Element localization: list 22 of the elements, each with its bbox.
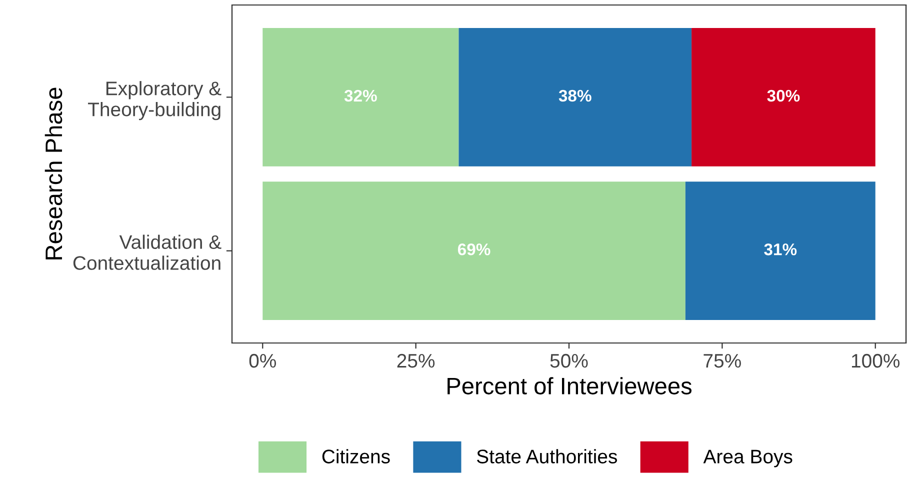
legend-label: Area Boys — [703, 450, 792, 468]
bar — [692, 28, 876, 166]
x-tick-label: 100% — [852, 354, 900, 368]
bar — [458, 28, 692, 166]
x-tick-label: 50% — [550, 354, 588, 368]
y-axis-title: Research Phase — [44, 88, 62, 260]
bar — [262, 182, 686, 320]
data-label: 32% — [344, 90, 377, 102]
y-tick-label: Exploratory & Theory-building — [88, 81, 222, 120]
legend-label: State Authorities — [476, 449, 617, 464]
data-label: 31% — [764, 243, 797, 256]
x-axis-title: Percent of Interviewees — [448, 377, 692, 394]
legend-label: Citizens — [322, 449, 390, 464]
x-tick-label: 75% — [704, 354, 741, 368]
data-label: 69% — [458, 243, 490, 256]
bar — [262, 28, 459, 166]
x-tick-label: 25% — [397, 354, 435, 368]
bar — [685, 182, 876, 320]
data-label: 38% — [558, 90, 592, 102]
data-label: 30% — [767, 90, 800, 102]
x-tick-label: 0% — [249, 354, 276, 368]
y-tick-label: Validation & Contextualization — [73, 234, 222, 270]
